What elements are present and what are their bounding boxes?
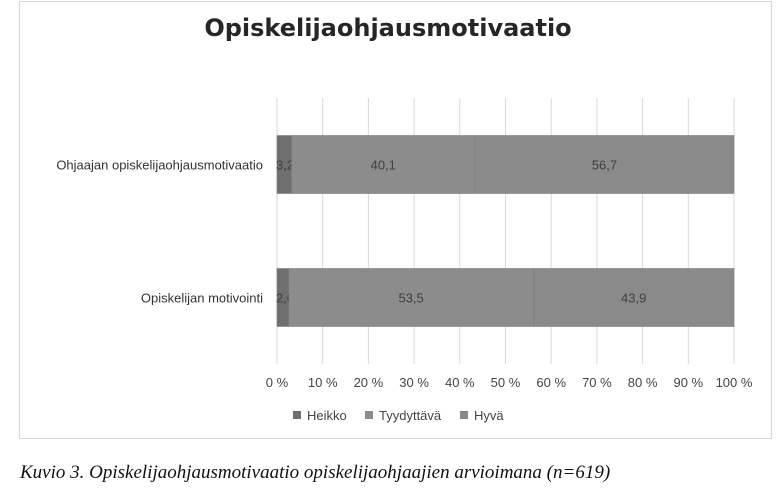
- legend-swatch: [460, 411, 468, 419]
- legend-label: Heikko: [307, 408, 347, 423]
- x-tick-label: 50 %: [491, 375, 521, 390]
- x-tick-label: 80 %: [628, 375, 658, 390]
- legend-label: Tyydyttävä: [379, 408, 442, 423]
- x-tick-label: 20 %: [354, 375, 384, 390]
- data-label: 43,9: [621, 291, 646, 306]
- legend-swatch: [293, 411, 301, 419]
- x-tick-label: 70 %: [582, 375, 612, 390]
- bar-segment: [288, 268, 534, 327]
- bar-segment: [533, 268, 735, 327]
- x-tick-label: 100 %: [716, 375, 753, 390]
- x-tick-label: 90 %: [673, 375, 703, 390]
- x-tick-label: 30 %: [399, 375, 429, 390]
- data-label: 56,7: [592, 158, 617, 173]
- x-tick-label: 40 %: [445, 375, 475, 390]
- x-tick-label: 10 %: [308, 375, 338, 390]
- legend-label: Hyvä: [474, 408, 504, 423]
- bar-segment: [291, 135, 476, 194]
- chart-plot: 0 % 10 % 20 % 30 % 40 % 50 % 60 % 70 % 80 % 90 % 1…: [56, 98, 753, 423]
- x-tick-label: 0 %: [266, 375, 289, 390]
- data-label: 3,2: [276, 158, 294, 173]
- chart-frame: [19, 1, 772, 439]
- category-label: Opiskelijan motivointi: [141, 291, 263, 306]
- category-label: Ohjaajan opiskelijaohjausmotivaatio: [56, 158, 263, 173]
- figure-caption: Kuvio 3. Opiskelijaohjausmotivaatio opis…: [20, 462, 611, 483]
- data-label: 40,1: [371, 158, 396, 173]
- data-label: 53,5: [398, 291, 423, 306]
- x-tick-label: 60 %: [536, 375, 566, 390]
- bar-segment: [474, 135, 735, 194]
- legend-swatch: [365, 411, 373, 419]
- chart-title: Opiskelijaohjausmotivaatio: [204, 14, 572, 42]
